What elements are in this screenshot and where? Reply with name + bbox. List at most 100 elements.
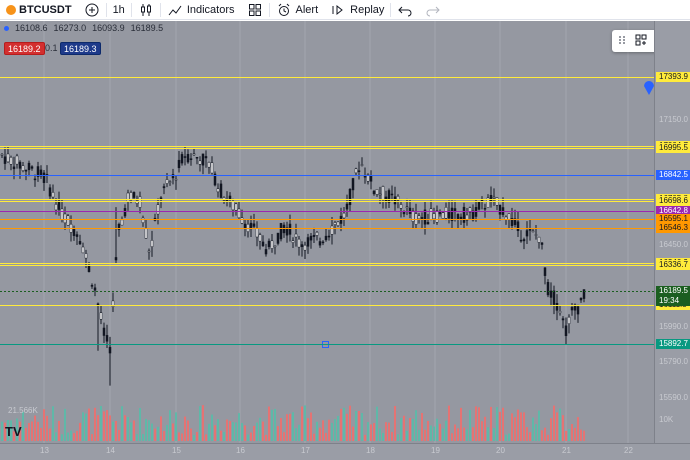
layouts-button[interactable] <box>241 0 269 20</box>
undo-button[interactable] <box>391 0 419 20</box>
volume-bar <box>229 421 231 441</box>
price-level-line[interactable] <box>0 146 654 148</box>
candle-body <box>177 159 181 169</box>
candle-body <box>294 233 298 238</box>
volume-bar <box>577 417 579 441</box>
volume-bar <box>169 410 171 441</box>
current-price-label: 16189.5 19:34 <box>656 286 690 307</box>
volume-bar <box>70 430 72 441</box>
price-tick: 16450.0 <box>659 239 688 249</box>
candle-body <box>315 231 319 236</box>
candle-body <box>327 235 331 238</box>
candle-body <box>468 207 472 213</box>
interval-button[interactable]: 1h <box>107 0 131 20</box>
candle-body <box>9 157 13 165</box>
candle-body <box>57 200 61 210</box>
candle-body <box>249 222 253 230</box>
add-symbol-button[interactable] <box>78 0 106 20</box>
plus-circle-icon <box>84 2 100 18</box>
volume-bar <box>55 432 57 441</box>
price-level-line[interactable] <box>0 263 654 265</box>
volume-bar <box>43 409 45 441</box>
price-level-line[interactable] <box>0 210 654 212</box>
volume-bar <box>73 433 75 441</box>
candle-body <box>297 238 301 248</box>
drag-handle-icon[interactable] <box>616 34 628 49</box>
candle-body <box>387 190 391 203</box>
candle-body <box>159 197 163 200</box>
volume-bar <box>334 419 336 441</box>
price-axis[interactable]: 17393.917004.716995.516842.516705.816698… <box>654 21 690 443</box>
redo-button[interactable] <box>419 0 447 20</box>
candle-body <box>282 224 286 234</box>
candle-body <box>519 239 523 242</box>
indicators-button[interactable]: Indicators <box>161 0 241 20</box>
volume-bar <box>466 429 468 441</box>
volume-bar <box>340 408 342 441</box>
price-level-line[interactable] <box>0 200 654 202</box>
price-level-line[interactable] <box>0 147 654 149</box>
volume-bar <box>34 415 36 441</box>
chart-pane[interactable]: 16108.6 16273.0 16093.9 16189.5 16189.2 … <box>0 21 654 443</box>
volume-bar <box>346 413 348 441</box>
candle-body <box>525 230 529 237</box>
candle-body <box>531 230 535 233</box>
buy-price-value: 16189.3 <box>64 44 97 54</box>
volume-bar <box>484 416 486 441</box>
volume-bar <box>67 432 69 441</box>
candle-body <box>369 175 373 182</box>
volume-bar <box>331 422 333 441</box>
volume-bar <box>64 408 66 441</box>
separator <box>130 2 132 17</box>
volume-bar <box>193 434 195 441</box>
template-icon[interactable] <box>635 34 647 49</box>
sell-price-button[interactable]: 16189.2 <box>4 42 45 55</box>
price-level-line[interactable] <box>0 227 654 229</box>
volume-bar <box>295 428 297 441</box>
time-tick: 19 <box>431 446 440 455</box>
redo-icon <box>425 2 441 18</box>
symbol-button[interactable]: BTCUSDT <box>0 0 78 20</box>
candle-body <box>390 193 394 196</box>
volume-bar <box>457 428 459 441</box>
price-level-line[interactable] <box>0 175 654 177</box>
price-level-line[interactable] <box>0 77 654 78</box>
legend-high: 16273.0 <box>53 23 87 33</box>
time-axis[interactable]: 13 14 15 16 17 18 19 20 21 22 <box>0 443 690 460</box>
volume-bar <box>364 434 366 441</box>
price-level-line[interactable] <box>0 199 654 201</box>
candle-body <box>540 242 544 245</box>
candle-body <box>312 234 316 237</box>
price-level-line[interactable] <box>0 219 654 221</box>
volume-bar <box>358 410 360 441</box>
volume-bar <box>274 408 276 441</box>
volume-bar <box>40 427 42 441</box>
volume-bar <box>172 423 174 441</box>
price-level-line[interactable] <box>0 265 654 267</box>
alert-marker-icon[interactable] <box>644 81 654 95</box>
candle-body <box>372 190 376 195</box>
candle-body <box>48 187 52 197</box>
buy-price-button[interactable]: 16189.3 <box>60 42 101 55</box>
candle-body <box>273 245 277 248</box>
alert-button[interactable]: Alert <box>270 0 325 20</box>
price-level-line[interactable] <box>0 305 654 307</box>
candle-body <box>81 246 85 254</box>
volume-bar <box>289 413 291 441</box>
volume-bar <box>430 425 432 441</box>
current-price-value: 16189.5 <box>659 286 688 296</box>
volume-bar <box>52 406 54 441</box>
chart-canvas[interactable] <box>0 21 654 443</box>
replay-button[interactable]: Replay <box>324 0 390 20</box>
volume-bar <box>316 421 318 441</box>
candle-body <box>174 178 178 181</box>
volume-bar <box>88 408 90 441</box>
volume-bar <box>322 420 324 441</box>
candle-body <box>432 213 436 220</box>
candle-body <box>24 169 28 172</box>
chart-type-button[interactable] <box>132 0 160 20</box>
price-level-line[interactable] <box>0 344 654 345</box>
candle-body <box>93 287 97 291</box>
volume-bar <box>214 425 216 441</box>
candle-body <box>450 207 454 222</box>
